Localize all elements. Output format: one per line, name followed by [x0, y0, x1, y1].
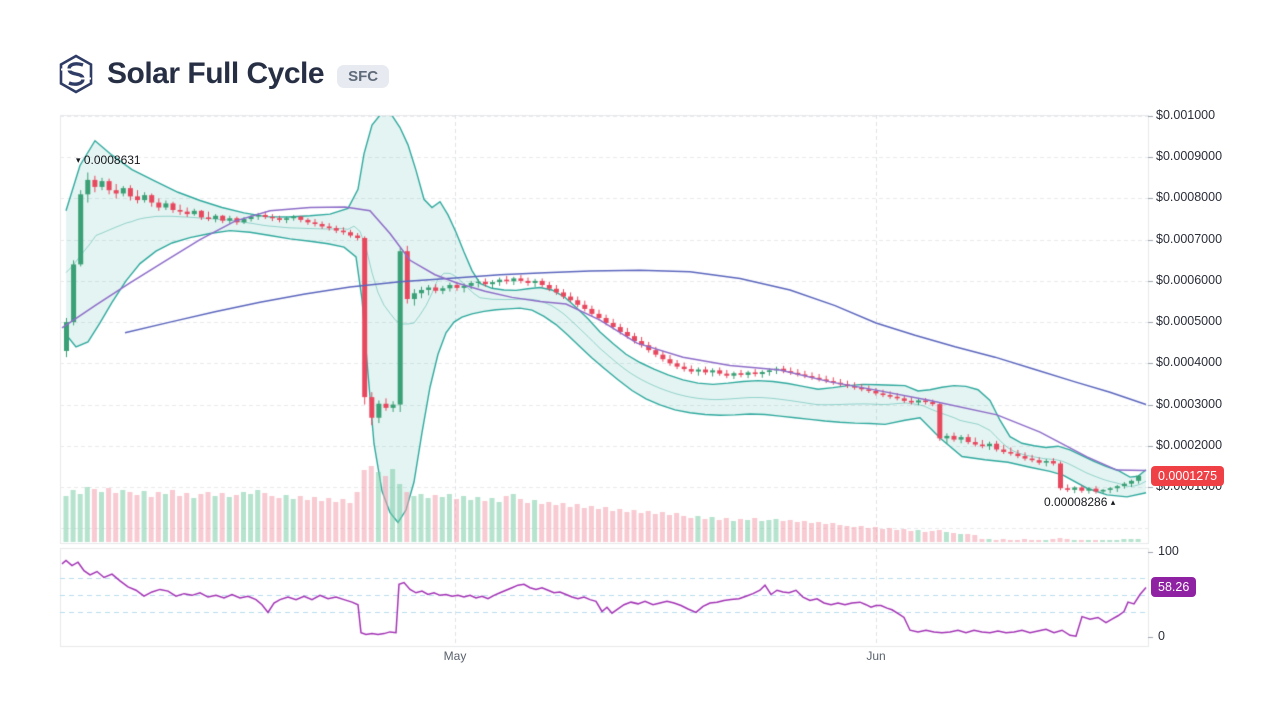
page-header: Solar Full Cycle SFC: [58, 54, 390, 94]
low-price-value: 0.00008286: [1044, 495, 1108, 509]
price-axis-label: $0.0004000: [1156, 355, 1223, 370]
high-price-value: 0.0008631: [83, 153, 141, 167]
price-axis-label: $0.0007000: [1156, 231, 1223, 246]
page-title: Solar Full Cycle: [107, 57, 325, 90]
rsi-value-badge: 58.26: [1151, 577, 1197, 598]
low-price-annotation: 0.00008286 ▴: [1044, 495, 1115, 509]
price-axis-label: $0.0006000: [1156, 272, 1223, 287]
rsi-axis-label: 100: [1158, 544, 1179, 558]
price-axis-label: $0.0009000: [1156, 149, 1223, 164]
price-axis-label: $0.0002000: [1156, 437, 1223, 452]
price-axis-label: $0.001000: [1156, 108, 1216, 122]
high-price-annotation: ▾ 0.0008631: [76, 153, 141, 167]
up-triangle-icon: ▴: [1110, 497, 1116, 507]
sfc-logo-icon: [59, 54, 93, 94]
down-triangle-icon: ▾: [76, 155, 81, 165]
token-symbol-badge: SFC: [337, 64, 390, 88]
rsi-axis-label: 0: [1158, 629, 1165, 643]
price-axis-label: $0.0005000: [1156, 314, 1223, 329]
month-tick-label: May: [443, 649, 467, 663]
month-tick-label: Jun: [866, 649, 886, 663]
price-axis-label: $0.0003000: [1156, 396, 1223, 411]
last-price-badge: 0.0001275: [1151, 465, 1225, 486]
price-axis-label: $0.0008000: [1156, 190, 1223, 205]
